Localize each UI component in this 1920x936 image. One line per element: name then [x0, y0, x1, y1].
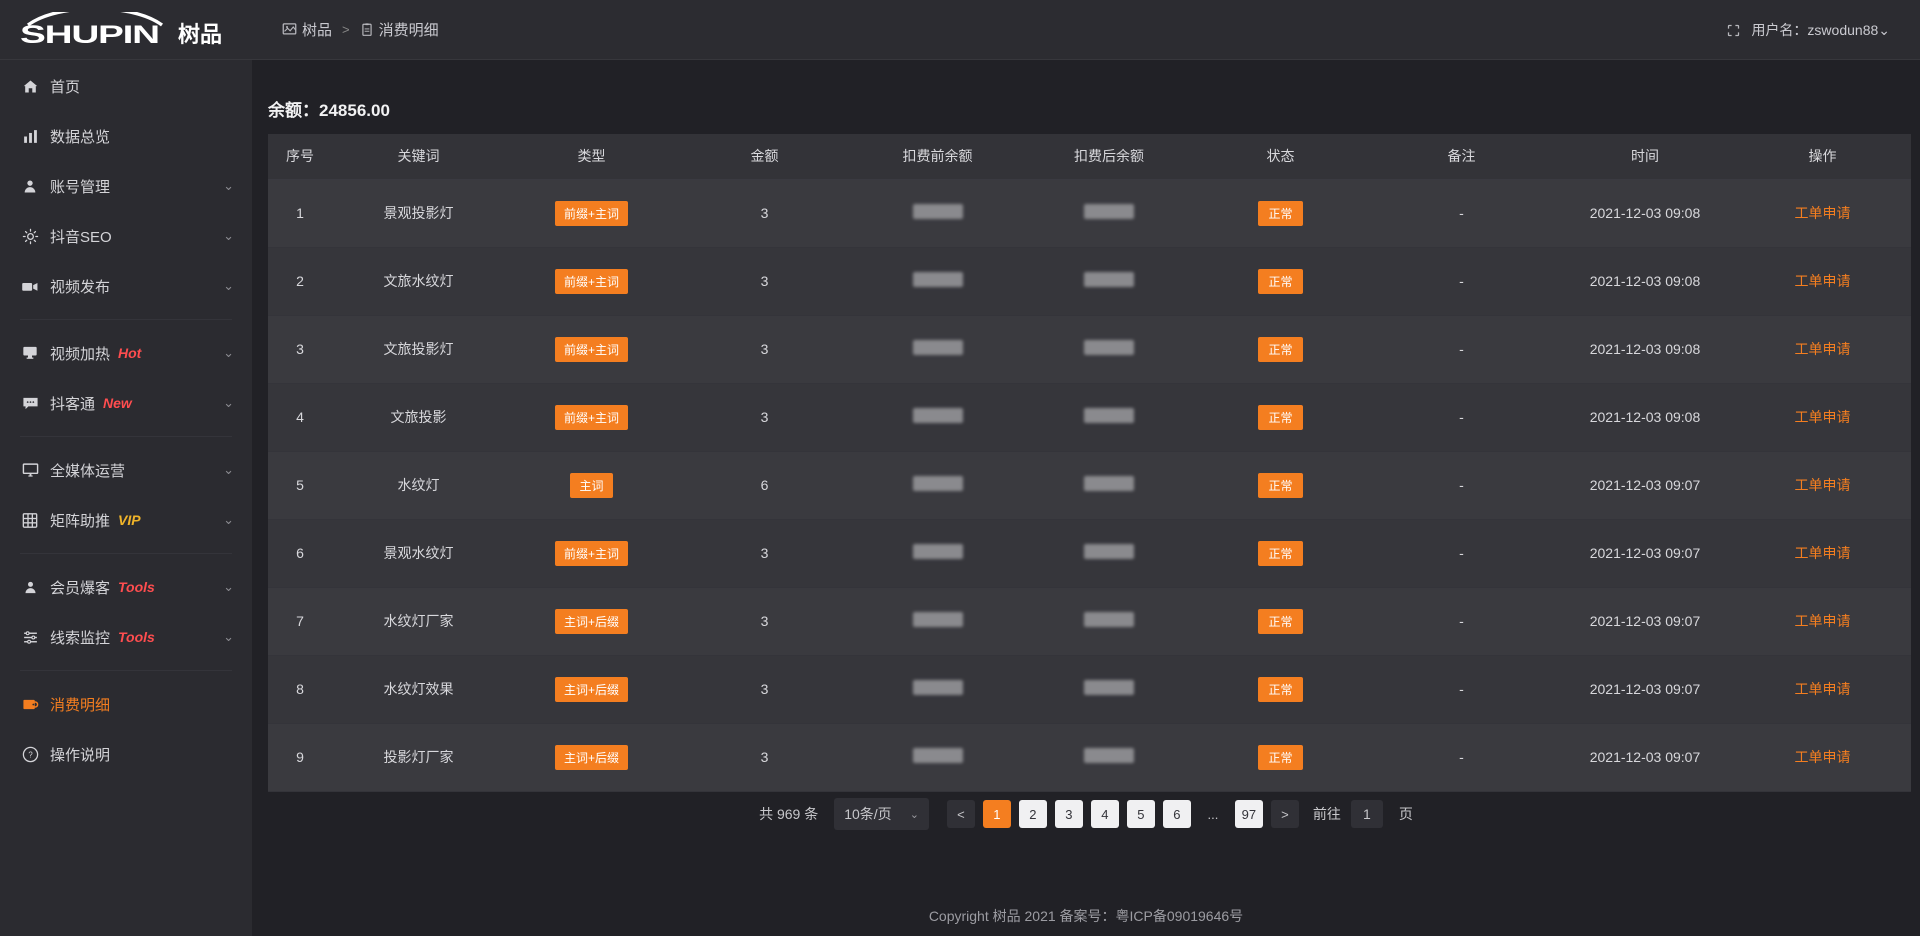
svg-text:?: ? [28, 750, 33, 759]
svg-text:树品: 树品 [178, 22, 222, 47]
svg-text:SHUPIN: SHUPIN [20, 19, 159, 47]
